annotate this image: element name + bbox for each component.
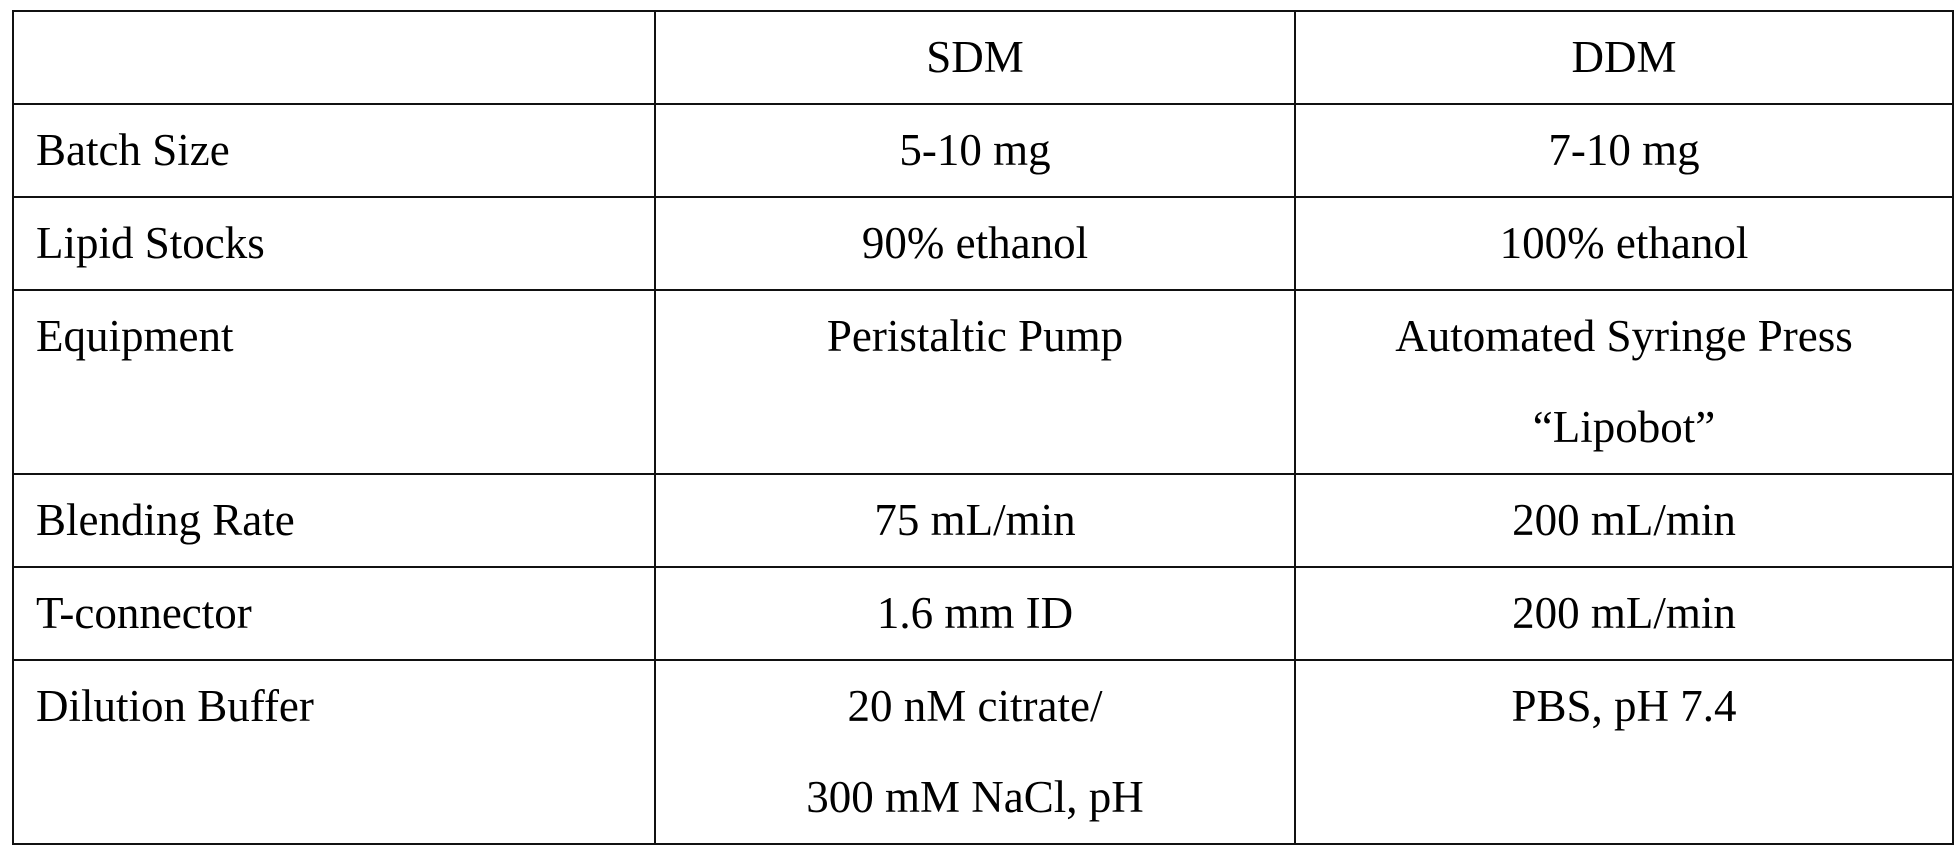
cell-text: PBS, pH 7.4 (1511, 681, 1737, 731)
cell-text: 200 mL/min (1512, 588, 1736, 638)
cell-text: Automated Syringe Press (1395, 311, 1853, 361)
sdm-cell: 20 nM citrate/ 300 mM NaCl, pH (654, 659, 1296, 845)
sdm-cell: Peristaltic Pump (654, 289, 1296, 475)
sdm-cell: 90% ethanol (654, 196, 1296, 291)
ddm-cell: 7-10 mg (1294, 103, 1954, 198)
header-row: SDM DDM (12, 10, 1954, 105)
cell-text: 90% ethanol (861, 218, 1089, 268)
cell-text: 200 mL/min (1512, 495, 1736, 545)
header-cell-sdm: SDM (654, 10, 1296, 105)
table-row: Equipment Peristaltic Pump Automated Syr… (12, 289, 1954, 475)
ddm-cell: PBS, pH 7.4 (1294, 659, 1954, 845)
sdm-cell: 1.6 mm ID (654, 566, 1296, 661)
cell-text: 100% ethanol (1499, 218, 1749, 268)
comparison-table: SDM DDM Batch Size 5-10 mg 7-10 mg Lipid… (12, 10, 1954, 845)
table-row: Batch Size 5-10 mg 7-10 mg (12, 103, 1954, 198)
cell-text: “Lipobot” (1532, 402, 1716, 452)
cell-text: 1.6 mm ID (876, 588, 1074, 638)
ddm-cell: 100% ethanol (1294, 196, 1954, 291)
sdm-cell: 75 mL/min (654, 473, 1296, 568)
ddm-cell: Automated Syringe Press “Lipobot” (1294, 289, 1954, 475)
row-label: Equipment (12, 289, 656, 475)
cell-text: 75 mL/min (874, 495, 1076, 545)
table-row: Dilution Buffer 20 nM citrate/ 300 mM Na… (12, 659, 1954, 845)
table-row: T-connector 1.6 mm ID 200 mL/min (12, 566, 1954, 661)
header-cell-empty (12, 10, 656, 105)
cell-text: 20 nM citrate/ (847, 681, 1103, 731)
table-row: Lipid Stocks 90% ethanol 100% ethanol (12, 196, 1954, 291)
cell-text: 300 mM NaCl, pH (806, 772, 1144, 822)
row-label: T-connector (12, 566, 656, 661)
sdm-cell: 5-10 mg (654, 103, 1296, 198)
header-cell-ddm: DDM (1294, 10, 1954, 105)
cell-text: 5-10 mg (899, 125, 1051, 175)
row-label: Blending Rate (12, 473, 656, 568)
table-row: Blending Rate 75 mL/min 200 mL/min (12, 473, 1954, 568)
cell-text: Peristaltic Pump (826, 311, 1124, 361)
row-label: Lipid Stocks (12, 196, 656, 291)
cell-text: 7-10 mg (1548, 125, 1700, 175)
row-label: Dilution Buffer (12, 659, 656, 845)
row-label: Batch Size (12, 103, 656, 198)
ddm-cell: 200 mL/min (1294, 566, 1954, 661)
ddm-cell: 200 mL/min (1294, 473, 1954, 568)
